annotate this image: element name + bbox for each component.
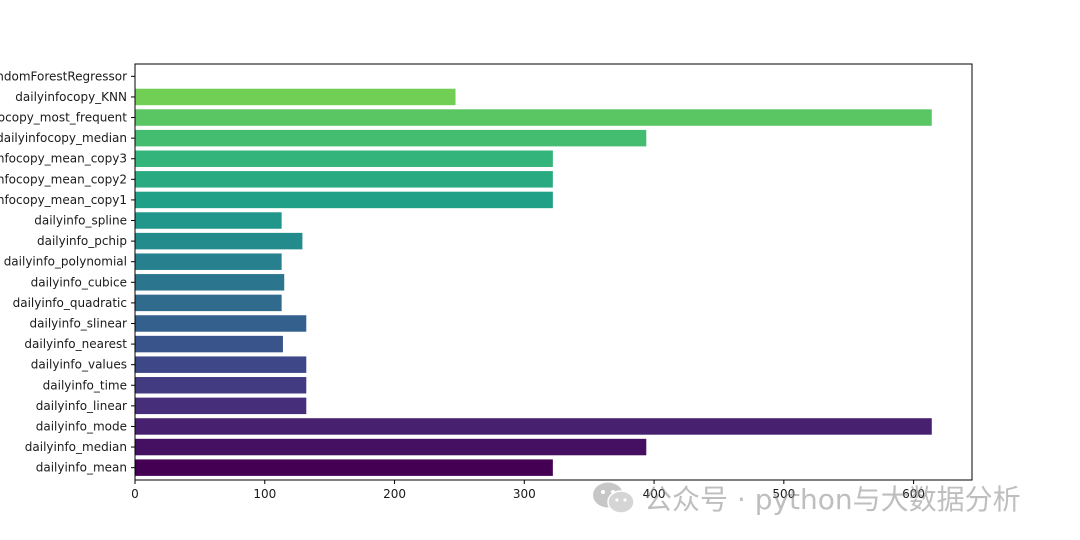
x-axis: 0 100 200 300 400 500 600 xyxy=(131,480,925,501)
bar-dailyinfo_linear xyxy=(135,397,307,415)
x-tick-label: 100 xyxy=(253,487,276,501)
y-tick-label: dailyinfo_quadratic xyxy=(13,296,127,310)
y-tick-label: dailyinfo_mean xyxy=(36,461,127,475)
y-tick-label: dailyinfo_values xyxy=(31,358,127,372)
bar-dailyinfo_pchip xyxy=(135,232,303,250)
x-tick-label: 0 xyxy=(131,487,139,501)
bar-dailyinfo_cubice xyxy=(135,274,285,291)
plot-frame xyxy=(134,63,973,481)
y-tick-labels: dailyinfo_mean dailyinfo_median dailyinfo_… xyxy=(0,69,135,475)
y-tick-label: dailyinfo_spline xyxy=(34,214,127,228)
y-tick-label: dailyinfo_mode xyxy=(36,419,127,433)
watermark-text: 公众号 · python与大数据分析 xyxy=(644,483,1021,516)
bar-dailyinfocopy_KNN xyxy=(135,88,456,106)
bars-group xyxy=(135,88,932,476)
y-tick-label: dailyinfocopy_median xyxy=(0,131,127,145)
bar-dailyinfo_median xyxy=(135,438,647,456)
bar-dailyinfocopy_mean_copy1 xyxy=(135,191,553,209)
bar-dailyinfocopy_median xyxy=(135,129,647,147)
y-tick-label: dailyinfocopy_most_frequent xyxy=(0,111,127,125)
bar-dailyinfo_mean xyxy=(135,459,553,476)
y-tick-label: dailyinfo_median xyxy=(25,440,127,454)
bar-dailyinfo_polynomial xyxy=(135,253,282,270)
y-tick-label: dailyinfocopy_mean_copy2 xyxy=(0,172,127,186)
x-tick-label: 400 xyxy=(643,487,666,501)
y-tick-label: dailyinfo_time xyxy=(43,378,127,392)
bar-dailyinfo_spline xyxy=(135,212,282,229)
x-tick-label: 300 xyxy=(513,487,536,501)
x-tick-label: 200 xyxy=(383,487,406,501)
bar-dailyinfo_quadratic xyxy=(135,294,282,312)
watermark: 公众号 · python与大数据分析 xyxy=(592,478,1021,518)
bar-dailyinfo_time xyxy=(135,377,307,394)
bar-dailyinfocopy_mean_copy3 xyxy=(135,150,553,167)
y-tick-label: dailyinfocopy_mean_copy1 xyxy=(0,193,127,207)
y-tick-label: dailyinfocopy_RandomForestRegressor xyxy=(0,69,127,83)
wechat-icon xyxy=(593,482,635,514)
bar-dailyinfo_nearest xyxy=(135,335,283,353)
bar-dailyinfo_mode xyxy=(135,418,932,435)
y-tick-label: dailyinfocopy_KNN xyxy=(15,90,127,104)
y-tick-label: dailyinfo_slinear xyxy=(30,316,128,330)
y-tick-label: dailyinfo_linear xyxy=(36,399,127,413)
y-tick-label: dailyinfo_pchip xyxy=(37,234,127,248)
x-tick-label: 600 xyxy=(902,487,925,501)
y-tick-label: dailyinfo_nearest xyxy=(24,337,127,351)
bar-dailyinfocopy_most_frequent xyxy=(135,109,932,126)
y-tick-label: dailyinfo_cubice xyxy=(31,275,127,289)
bar-dailyinfo_slinear xyxy=(135,315,307,332)
y-tick-label: dailyinfo_polynomial xyxy=(4,255,127,269)
bar-dailyinfocopy_mean_copy2 xyxy=(135,171,553,188)
bar-dailyinfo_values xyxy=(135,356,307,373)
x-tick-label: 500 xyxy=(772,487,795,501)
y-tick-label: dailyinfocopy_mean_copy3 xyxy=(0,152,127,166)
